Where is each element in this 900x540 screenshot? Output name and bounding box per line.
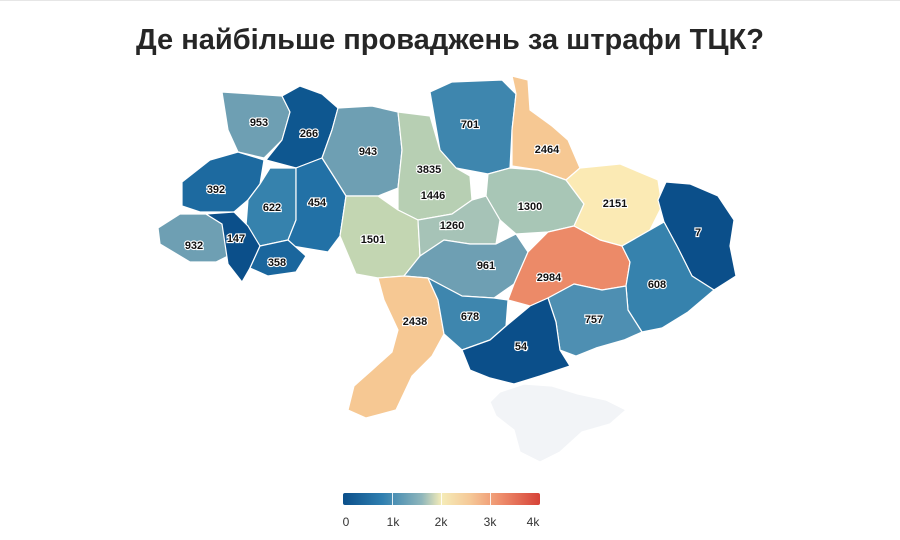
region-value-label: 454 xyxy=(308,197,327,209)
region-value-label: 2464 xyxy=(535,144,560,156)
legend-label: 3k xyxy=(483,515,497,529)
legend-gradient-bar xyxy=(343,493,540,505)
top-border xyxy=(0,0,900,1)
legend-tick-mark xyxy=(490,493,491,505)
region-value-label: 932 xyxy=(185,240,203,252)
color-legend xyxy=(343,493,540,505)
region-odesa[interactable] xyxy=(347,275,445,419)
region-value-label: 2984 xyxy=(537,272,562,284)
region-value-label: 961 xyxy=(477,260,495,272)
legend-label: 4k xyxy=(526,515,540,529)
region-kherson[interactable] xyxy=(461,297,571,385)
region-value-label: 2438 xyxy=(403,316,427,328)
region-value-label: 757 xyxy=(585,314,603,326)
region-value-label: 54 xyxy=(515,341,528,353)
region-value-label: 701 xyxy=(461,119,479,131)
region-luhansk[interactable] xyxy=(657,181,737,291)
region-khmelnytskyi[interactable] xyxy=(287,157,347,253)
region-value-label: 3835 xyxy=(417,164,441,176)
region-crimea[interactable] xyxy=(489,383,627,463)
region-value-label: 1446 xyxy=(421,190,445,202)
legend-label: 2k xyxy=(434,515,448,529)
region-value-label: 147 xyxy=(227,233,245,245)
legend-tick-mark xyxy=(441,493,442,505)
legend-tick-mark xyxy=(392,493,393,505)
region-chernivtsi[interactable] xyxy=(249,239,307,277)
region-value-label: 953 xyxy=(250,117,268,129)
region-value-label: 943 xyxy=(359,146,377,158)
legend-label: 1k xyxy=(386,515,400,529)
region-sumy[interactable] xyxy=(511,75,581,181)
region-value-label: 266 xyxy=(300,128,318,140)
region-value-label: 392 xyxy=(207,184,225,196)
region-value-label: 1300 xyxy=(518,201,542,213)
region-value-label: 358 xyxy=(268,257,286,269)
region-value-label: 1260 xyxy=(440,220,464,232)
region-value-label: 608 xyxy=(648,279,666,291)
legend-label: 0 xyxy=(342,515,350,529)
region-value-label: 622 xyxy=(263,202,281,214)
region-value-label: 1501 xyxy=(361,234,385,246)
map-title: Де найбільше проваджень за штрафи ТЦК? xyxy=(136,24,764,56)
region-value-label: 2151 xyxy=(603,198,627,210)
region-value-label: 7 xyxy=(695,227,701,239)
region-value-label: 678 xyxy=(461,311,479,323)
